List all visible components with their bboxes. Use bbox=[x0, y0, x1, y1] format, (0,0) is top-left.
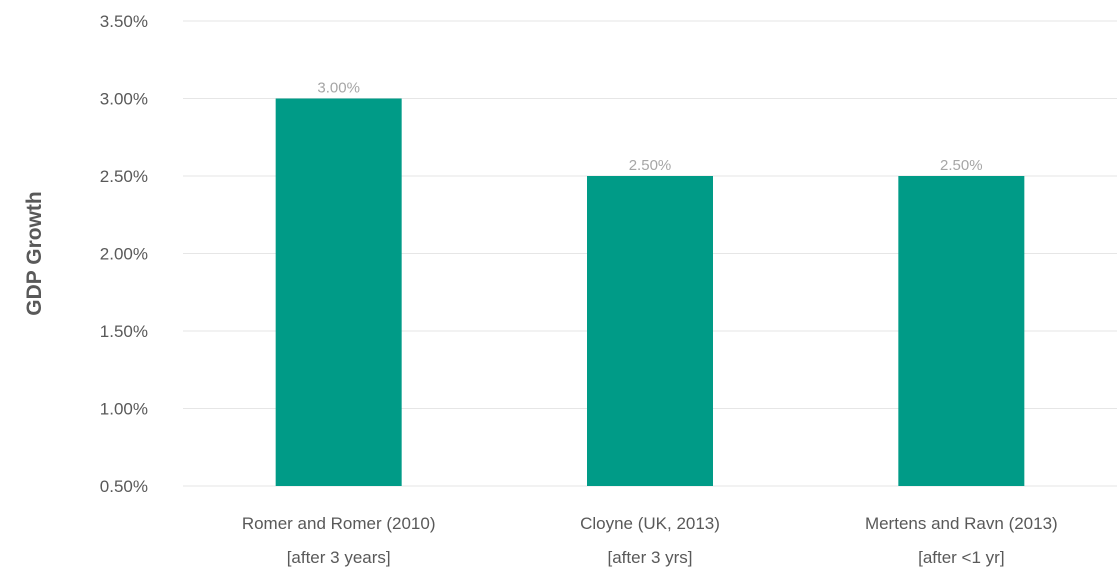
y-axis-title: GDP Growth bbox=[23, 191, 46, 315]
y-tick-label: 2.00% bbox=[100, 245, 148, 264]
bars bbox=[275, 98, 1025, 486]
y-axis-ticks: 0.50% 1.00% 1.50% 2.00% 2.50% 3.00% 3.50% bbox=[100, 12, 148, 496]
y-tick-label: 2.50% bbox=[100, 167, 148, 186]
y-tick-label: 1.00% bbox=[100, 400, 148, 419]
bar bbox=[587, 176, 713, 486]
bar bbox=[275, 98, 402, 486]
data-label: 2.50% bbox=[629, 157, 672, 174]
x-category-sublabel: [after 3 years] bbox=[287, 548, 391, 567]
x-axis-categories: Romer and Romer (2010) [after 3 years] Clo… bbox=[242, 514, 1058, 567]
data-label: 3.00% bbox=[317, 80, 360, 97]
x-category-label: Romer and Romer (2010) bbox=[242, 514, 436, 533]
x-category-label: Cloyne (UK, 2013) bbox=[580, 514, 720, 533]
data-labels: 3.00% 2.50% 2.50% bbox=[317, 80, 982, 175]
y-tick-label: 1.50% bbox=[100, 322, 148, 341]
data-label: 2.50% bbox=[940, 157, 983, 174]
x-category-sublabel: [after <1 yr] bbox=[918, 548, 1004, 567]
x-category-label: Mertens and Ravn (2013) bbox=[865, 514, 1058, 533]
y-tick-label: 3.50% bbox=[100, 12, 148, 31]
y-tick-label: 3.00% bbox=[100, 90, 148, 109]
bar bbox=[898, 176, 1025, 486]
x-category-sublabel: [after 3 yrs] bbox=[607, 548, 692, 567]
y-tick-label: 0.50% bbox=[100, 477, 148, 496]
